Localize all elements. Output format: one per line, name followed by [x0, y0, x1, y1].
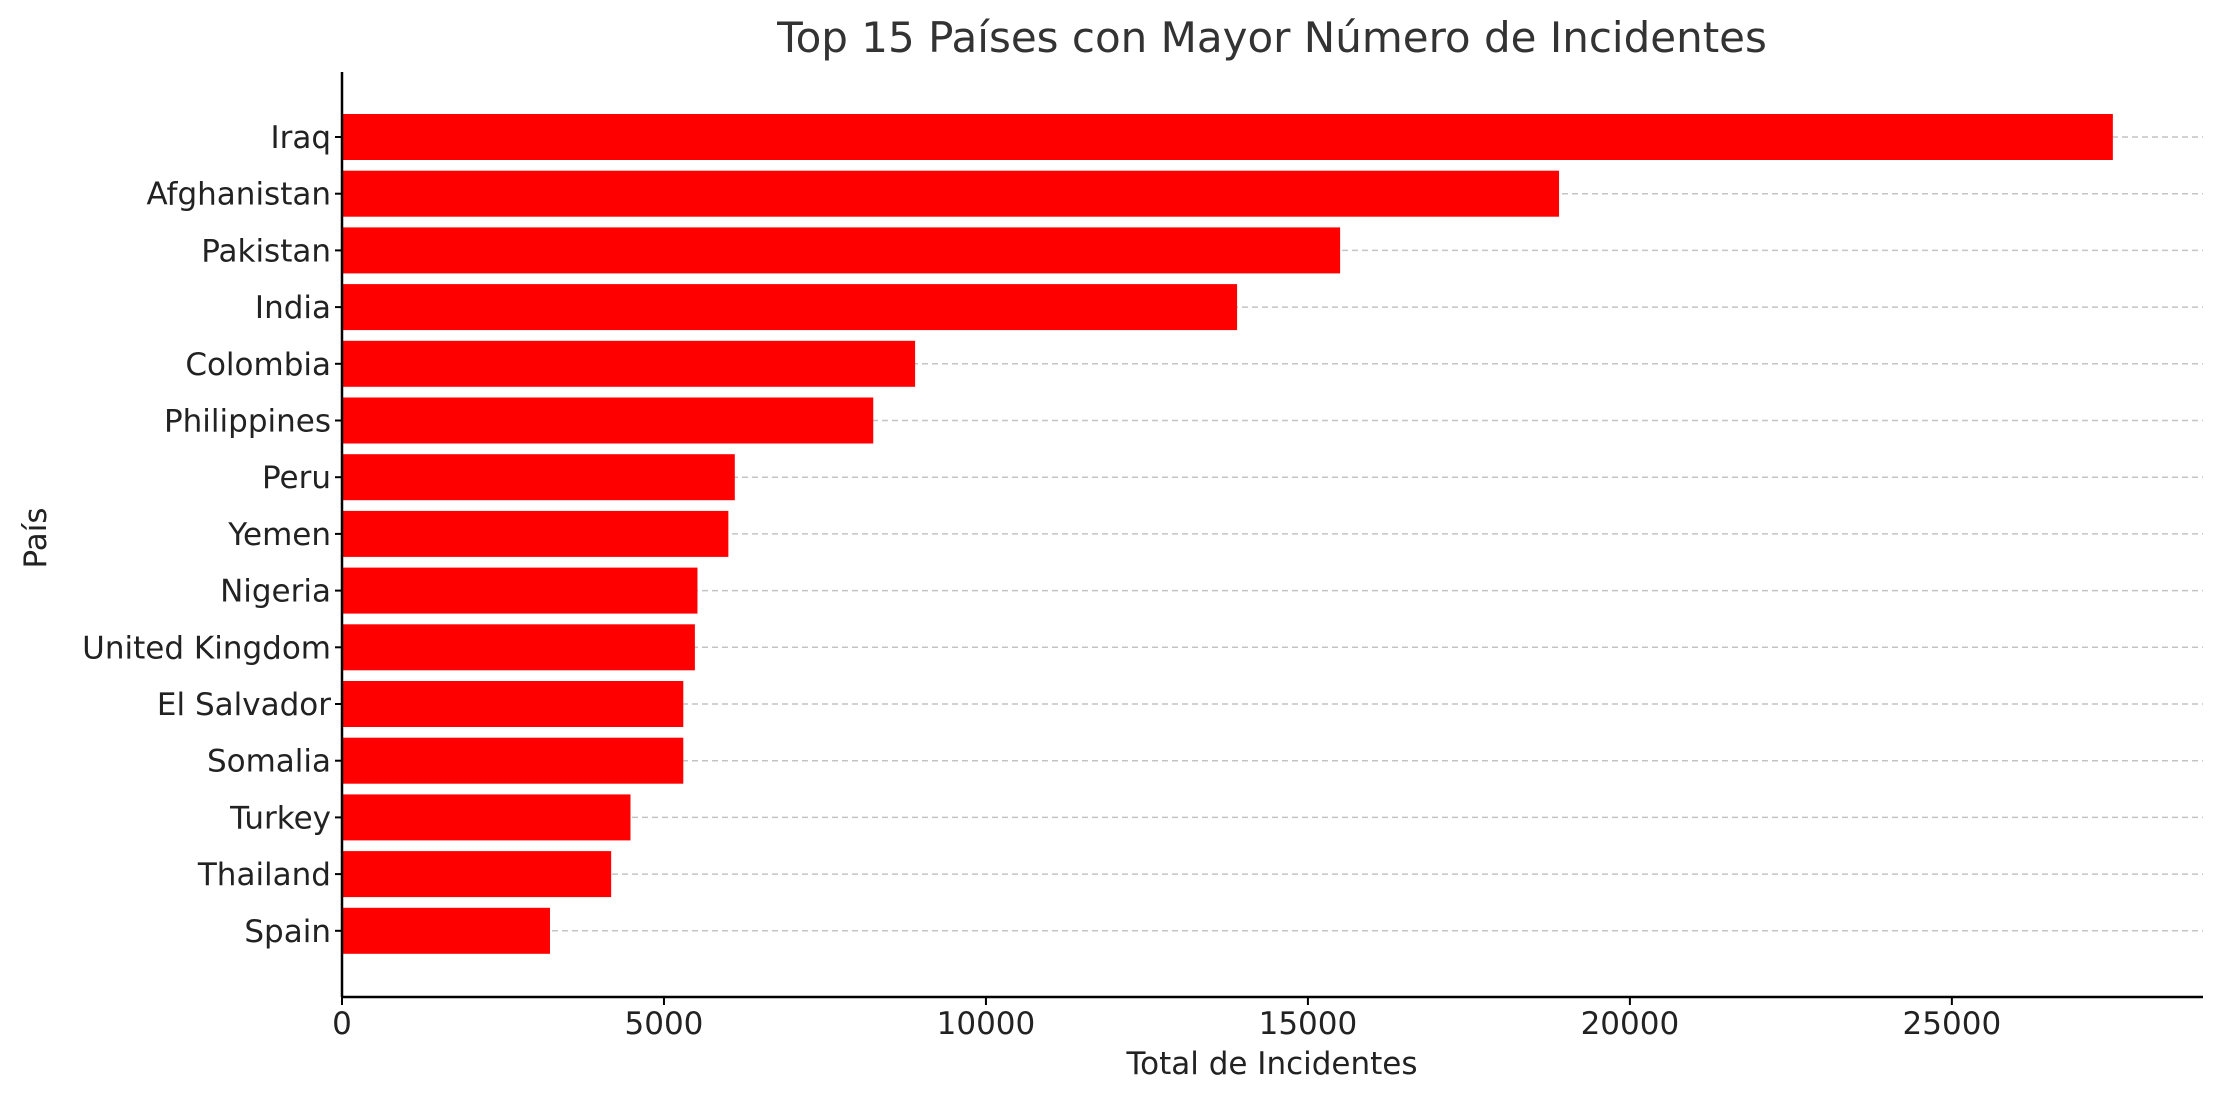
- y-tick-label-colombia: Colombia: [185, 347, 331, 383]
- bar-pakistan: [342, 227, 1341, 274]
- x-tick-label-25000: 25000: [1903, 1006, 2002, 1042]
- bars: [342, 114, 2113, 954]
- y-tick-label-yemen: Yemen: [227, 517, 331, 553]
- x-tick-label-0: 0: [332, 1006, 352, 1042]
- bar-colombia: [342, 340, 916, 387]
- x-tick-label-10000: 10000: [937, 1006, 1036, 1042]
- y-tick-label-afghanistan: Afghanistan: [146, 177, 331, 213]
- bar-philippines: [342, 397, 874, 444]
- y-tick-label-thailand: Thailand: [197, 857, 331, 893]
- y-tick-label-india: India: [255, 290, 331, 326]
- y-tick-label-nigeria: Nigeria: [220, 574, 331, 610]
- x-tick-label-5000: 5000: [625, 1006, 704, 1042]
- bar-yemen: [342, 510, 729, 557]
- bar-united-kingdom: [342, 624, 695, 671]
- bar-el-salvador: [342, 681, 684, 727]
- y-tick-label-somalia: Somalia: [207, 744, 331, 780]
- bar-spain: [342, 907, 550, 954]
- y-tick-label-united-kingdom: United Kingdom: [82, 630, 331, 666]
- bar-somalia: [342, 737, 684, 784]
- y-tick-label-philippines: Philippines: [164, 404, 331, 440]
- y-axis-label: País: [18, 507, 54, 568]
- bar-peru: [342, 454, 735, 501]
- bar-afghanistan: [342, 170, 1560, 217]
- y-tick-labels: Iraq Afghanistan Pakistan India Colombia Phil…: [82, 120, 342, 950]
- y-tick-label-iraq: Iraq: [270, 120, 331, 156]
- x-tick-label-20000: 20000: [1581, 1006, 1680, 1042]
- y-tick-label-peru: Peru: [262, 460, 331, 496]
- x-axis-label: Total de Incidentes: [1125, 1046, 1417, 1082]
- x-tick-labels: 0 5000 10000 15000 20000 25000: [332, 997, 2001, 1042]
- bar-turkey: [342, 794, 631, 841]
- y-tick-label-turkey: Turkey: [229, 800, 331, 836]
- bar-thailand: [342, 851, 612, 898]
- bar-nigeria: [342, 567, 698, 614]
- bar-india: [342, 284, 1238, 331]
- bar-iraq: [342, 114, 2113, 160]
- y-tick-label-spain: Spain: [244, 914, 331, 950]
- y-tick-label-pakistan: Pakistan: [201, 233, 331, 269]
- y-tick-label-el-salvador: El Salvador: [157, 687, 331, 723]
- chart-title: Top 15 Países con Mayor Número de Incide…: [776, 13, 1767, 62]
- x-tick-label-15000: 15000: [1259, 1006, 1358, 1042]
